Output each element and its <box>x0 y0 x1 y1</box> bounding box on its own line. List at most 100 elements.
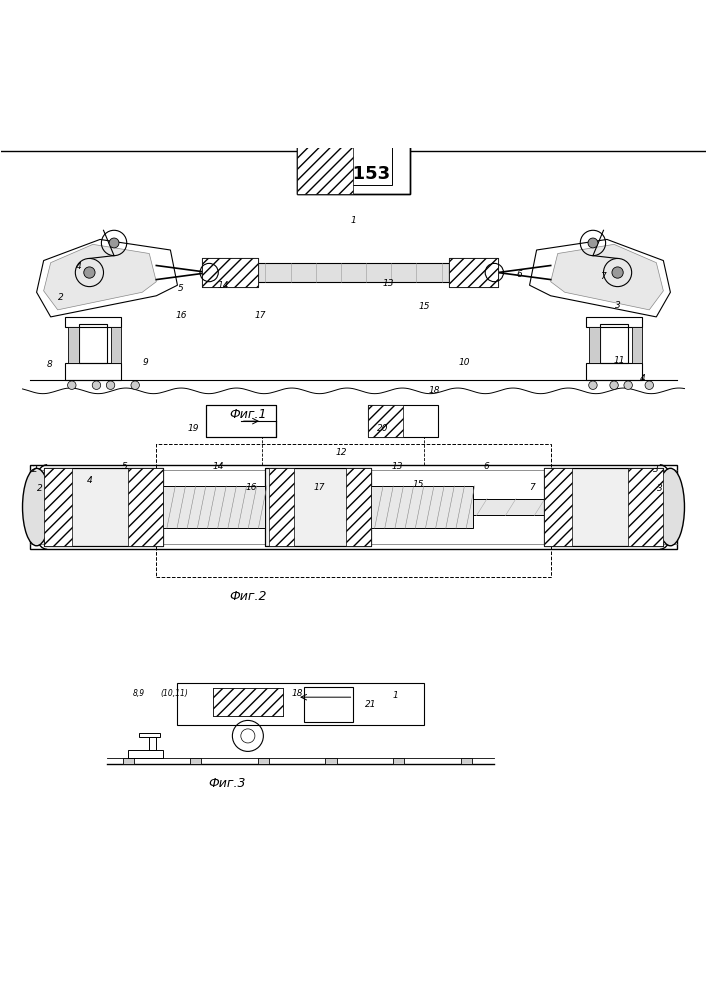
Bar <box>297 123 410 194</box>
Text: 15: 15 <box>413 480 424 489</box>
Polygon shape <box>37 239 177 317</box>
Bar <box>590 327 600 363</box>
Text: 8: 8 <box>47 360 52 369</box>
Bar <box>44 468 163 546</box>
Text: 13: 13 <box>392 462 403 471</box>
Bar <box>259 263 448 282</box>
Bar <box>206 405 276 437</box>
Bar <box>65 317 121 327</box>
Bar <box>544 468 663 546</box>
Bar <box>368 405 403 437</box>
Text: 1: 1 <box>393 691 399 700</box>
Ellipse shape <box>656 468 684 546</box>
Bar <box>448 258 498 287</box>
Bar <box>110 327 121 363</box>
Text: 10: 10 <box>459 358 471 367</box>
Text: 6: 6 <box>483 462 489 471</box>
Bar <box>190 758 201 764</box>
Circle shape <box>645 381 653 389</box>
Text: 16: 16 <box>245 483 257 492</box>
Text: 518153: 518153 <box>316 165 391 183</box>
Text: 17: 17 <box>255 311 267 320</box>
Text: 3: 3 <box>614 301 621 310</box>
Bar <box>156 444 551 577</box>
Text: 14: 14 <box>218 281 229 290</box>
Text: 8,9: 8,9 <box>133 689 145 698</box>
Bar <box>393 758 404 764</box>
Text: 3: 3 <box>657 484 662 493</box>
Ellipse shape <box>23 468 51 546</box>
Text: 3: 3 <box>653 465 659 474</box>
Bar <box>600 324 628 363</box>
Bar <box>586 363 642 380</box>
Text: 11: 11 <box>614 356 626 365</box>
Bar <box>30 499 677 515</box>
Text: 7: 7 <box>529 483 534 492</box>
Circle shape <box>624 381 632 389</box>
Bar <box>448 258 498 287</box>
Text: (10,11): (10,11) <box>160 689 188 698</box>
Bar <box>586 317 642 327</box>
Bar <box>44 468 72 546</box>
Text: 2: 2 <box>37 484 43 493</box>
Text: 5: 5 <box>178 284 184 293</box>
Circle shape <box>588 238 598 248</box>
Bar <box>265 468 371 546</box>
Text: 19: 19 <box>187 424 199 433</box>
Bar <box>177 683 424 725</box>
Bar <box>544 468 572 546</box>
Bar <box>79 324 107 363</box>
Text: 21: 21 <box>366 700 377 709</box>
Bar <box>304 687 354 722</box>
Circle shape <box>589 381 597 389</box>
Bar <box>269 468 293 546</box>
Bar <box>325 758 337 764</box>
Polygon shape <box>44 244 156 310</box>
Bar <box>346 468 371 546</box>
Circle shape <box>106 381 115 389</box>
Circle shape <box>84 267 95 278</box>
Bar <box>128 750 163 758</box>
Bar <box>139 733 160 737</box>
Bar <box>163 486 265 528</box>
Text: 1: 1 <box>351 216 356 225</box>
Circle shape <box>610 381 619 389</box>
Text: 18: 18 <box>428 386 440 395</box>
Bar <box>350 132 392 185</box>
Text: 20: 20 <box>378 424 389 433</box>
Bar <box>631 327 642 363</box>
Text: 5: 5 <box>122 462 127 471</box>
Bar <box>628 468 663 546</box>
Bar <box>213 688 283 716</box>
Text: 4: 4 <box>639 374 645 383</box>
Circle shape <box>68 381 76 389</box>
Text: 18: 18 <box>291 689 303 698</box>
Bar <box>149 737 156 750</box>
Text: 16: 16 <box>175 311 187 320</box>
Polygon shape <box>551 244 663 310</box>
Text: 2: 2 <box>33 465 38 474</box>
Text: 2: 2 <box>59 293 64 302</box>
Bar <box>265 468 371 546</box>
Text: 13: 13 <box>383 279 395 288</box>
Circle shape <box>109 238 119 248</box>
Bar <box>297 123 354 194</box>
Circle shape <box>92 381 100 389</box>
Bar <box>202 258 259 287</box>
Circle shape <box>612 267 623 278</box>
Text: Фиг.2: Фиг.2 <box>229 590 267 603</box>
Bar <box>308 132 350 185</box>
Text: 4: 4 <box>76 262 82 271</box>
Text: 14: 14 <box>213 462 224 471</box>
Bar <box>544 468 663 546</box>
Bar <box>128 468 163 546</box>
Circle shape <box>131 381 139 389</box>
Text: Фиг.3: Фиг.3 <box>208 777 245 790</box>
Bar <box>122 758 134 764</box>
Bar <box>371 486 473 528</box>
Bar <box>368 405 438 437</box>
Text: 7: 7 <box>601 272 607 281</box>
Bar <box>65 363 121 380</box>
Text: Фиг.1: Фиг.1 <box>229 408 267 421</box>
Text: 12: 12 <box>336 448 347 457</box>
